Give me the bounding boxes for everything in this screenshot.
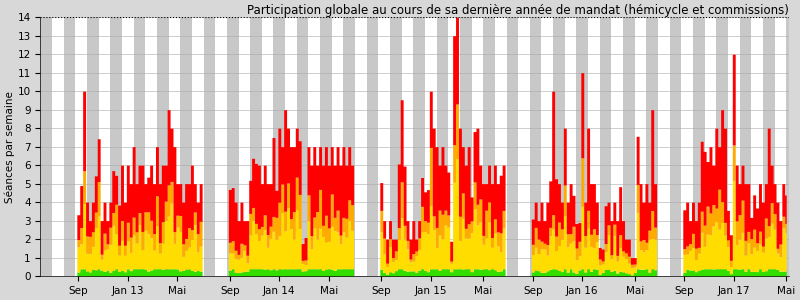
Bar xyxy=(157,17,169,276)
Y-axis label: Séances par semaine: Séances par semaine xyxy=(4,91,14,202)
Bar xyxy=(577,17,588,276)
Bar xyxy=(437,17,448,276)
Bar xyxy=(366,17,378,276)
Bar xyxy=(739,17,751,276)
Bar xyxy=(41,17,52,276)
Bar xyxy=(623,17,634,276)
Bar xyxy=(87,17,98,276)
Bar xyxy=(670,17,682,276)
Bar xyxy=(297,17,309,276)
Bar xyxy=(414,17,425,276)
Bar xyxy=(763,17,774,276)
Bar xyxy=(203,17,215,276)
Bar xyxy=(530,17,542,276)
Bar xyxy=(483,17,495,276)
Bar xyxy=(250,17,262,276)
Bar xyxy=(716,17,728,276)
Bar xyxy=(343,17,355,276)
Bar xyxy=(320,17,332,276)
Bar xyxy=(64,17,75,276)
Bar xyxy=(180,17,192,276)
Bar xyxy=(460,17,471,276)
Bar xyxy=(786,17,789,276)
Bar xyxy=(553,17,565,276)
Bar xyxy=(274,17,285,276)
Bar xyxy=(227,17,238,276)
Bar xyxy=(693,17,705,276)
Bar xyxy=(600,17,611,276)
Bar xyxy=(110,17,122,276)
Text: Participation globale au cours de sa dernière année de mandat (hémicycle et comm: Participation globale au cours de sa der… xyxy=(247,4,789,17)
Bar xyxy=(506,17,518,276)
Bar xyxy=(390,17,402,276)
Bar xyxy=(134,17,146,276)
Bar xyxy=(646,17,658,276)
